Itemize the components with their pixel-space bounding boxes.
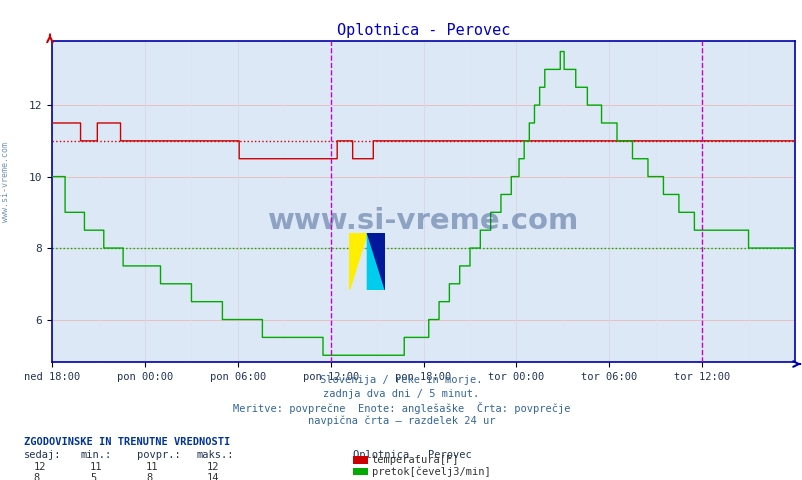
Text: ZGODOVINSKE IN TRENUTNE VREDNOSTI: ZGODOVINSKE IN TRENUTNE VREDNOSTI: [24, 437, 230, 447]
Text: www.si-vreme.com: www.si-vreme.com: [1, 143, 10, 222]
Text: 14: 14: [206, 473, 219, 480]
Polygon shape: [367, 233, 385, 290]
Text: povpr.:: povpr.:: [136, 450, 180, 460]
Text: zadnja dva dni / 5 minut.: zadnja dva dni / 5 minut.: [323, 389, 479, 399]
Text: www.si-vreme.com: www.si-vreme.com: [268, 207, 578, 235]
Title: Oplotnica - Perovec: Oplotnica - Perovec: [337, 23, 509, 38]
Text: Oplotnica - Perovec: Oplotnica - Perovec: [353, 450, 472, 460]
Text: 8: 8: [146, 473, 152, 480]
Text: temperatura[F]: temperatura[F]: [371, 455, 459, 465]
Polygon shape: [349, 233, 367, 290]
Text: 8: 8: [34, 473, 40, 480]
Text: 5: 5: [90, 473, 96, 480]
Text: 11: 11: [90, 462, 103, 472]
Text: Meritve: povprečne  Enote: anglešaške  Črta: povprečje: Meritve: povprečne Enote: anglešaške Črt…: [233, 402, 569, 414]
Polygon shape: [367, 233, 385, 290]
Text: 12: 12: [206, 462, 219, 472]
Text: min.:: min.:: [80, 450, 111, 460]
Text: Slovenija / reke in morje.: Slovenija / reke in morje.: [320, 375, 482, 385]
Text: navpična črta – razdelek 24 ur: navpična črta – razdelek 24 ur: [307, 416, 495, 426]
Text: pretok[čevelj3/min]: pretok[čevelj3/min]: [371, 466, 490, 477]
Text: 11: 11: [146, 462, 159, 472]
Text: sedaj:: sedaj:: [24, 450, 62, 460]
Text: 12: 12: [34, 462, 47, 472]
Text: maks.:: maks.:: [196, 450, 234, 460]
